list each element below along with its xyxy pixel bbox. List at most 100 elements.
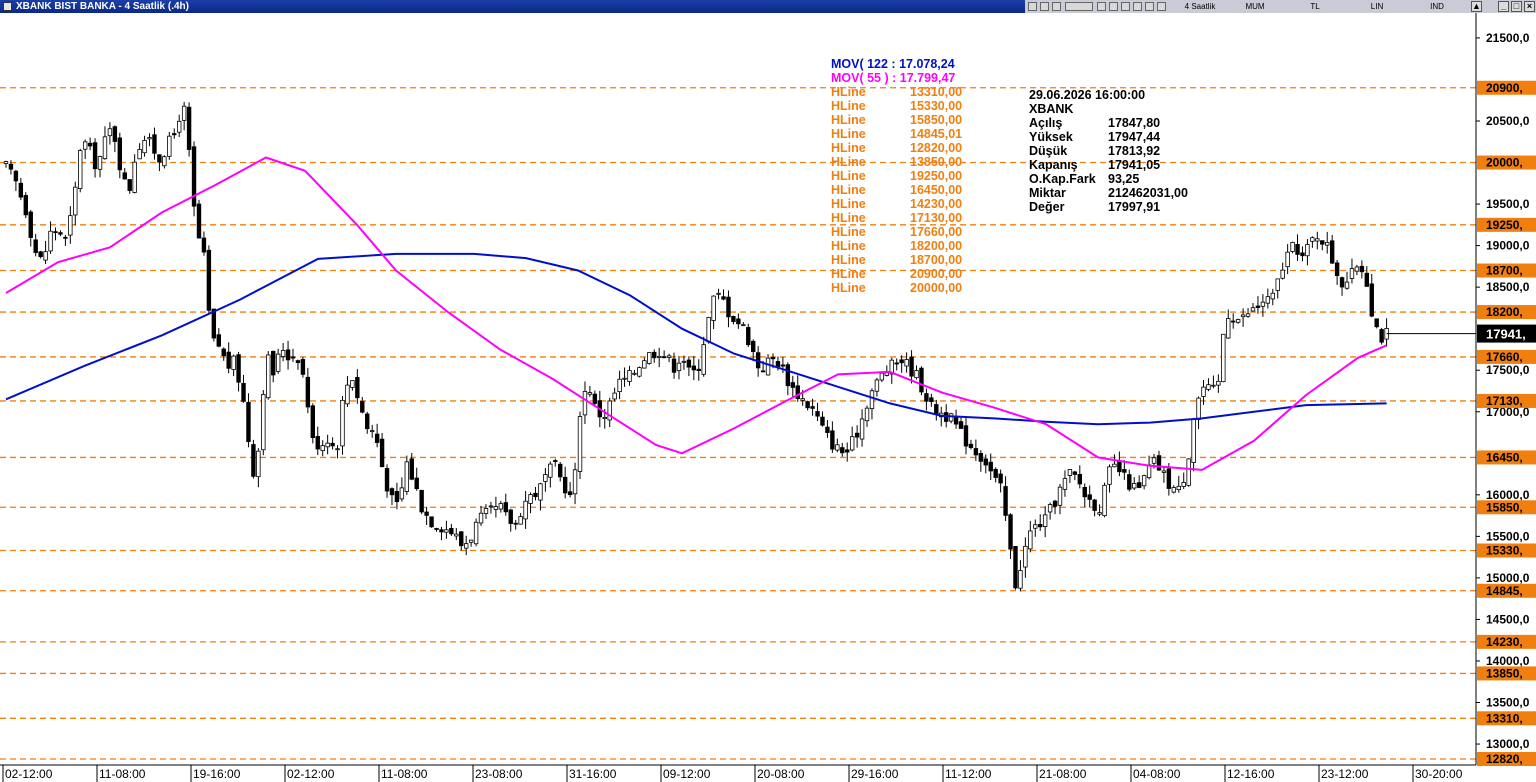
candle [102,126,108,160]
candle-body [1047,504,1053,513]
hline-price-tag [1477,349,1536,364]
candle-body [1206,384,1211,390]
y-tick-label: 19500,0 [1486,197,1530,211]
candle-body [82,141,88,150]
candle [835,438,840,453]
candle-body [1374,318,1379,328]
candle-body [1265,296,1271,304]
currency-selector[interactable]: TL [1310,2,1320,11]
chart-style-selector[interactable]: MUM [1245,2,1265,11]
candle-body [904,359,909,367]
grid-icon[interactable] [1052,2,1061,11]
candle-body [953,416,959,425]
legend-hline-value: 15850,00 [910,113,962,127]
info-label: Miktar [1029,186,1066,200]
maximize-icon[interactable]: □ [1511,1,1522,12]
candle [53,227,58,241]
candle-body [1087,494,1092,500]
candle [399,477,405,502]
candle [216,328,221,348]
candle [785,362,791,396]
pin-icon[interactable]: ▲ [1471,1,1482,12]
candle-body [449,527,454,535]
candle-body [652,351,657,359]
candle [1226,309,1231,339]
candle-body [963,425,969,447]
candle [854,425,860,448]
candle [1077,465,1082,489]
hline-price-tag [1477,543,1536,558]
draw-icon[interactable] [1040,2,1049,11]
candle [167,131,172,160]
candle-body [632,372,637,375]
candle [369,424,375,438]
candle [726,290,731,328]
period-selector[interactable]: 4 Saatlik [1184,2,1216,11]
text-tool-icon[interactable] [1121,2,1130,11]
candle [1176,475,1181,493]
candle [3,160,9,168]
indicator-selector[interactable]: IND [1430,2,1444,11]
candle-body [1295,244,1300,255]
legend-hline-value: 19250,00 [910,169,962,183]
candle [1141,474,1147,490]
candle [48,221,53,254]
candle-body [142,139,147,154]
candle [488,501,494,514]
candle [132,154,137,194]
candle [1028,520,1033,553]
candle-body [879,372,885,381]
candle-body [627,370,632,382]
candle-body [1235,319,1241,323]
minimize-icon[interactable]: _ [1498,1,1509,12]
x-tick-label: 31-16:00 [569,767,617,781]
candle [1250,303,1256,312]
candle-body [97,156,103,170]
candle [429,516,434,528]
candle-body [186,106,192,150]
fibo-tool-icon[interactable] [1109,2,1118,11]
candle-body [340,399,345,447]
settings-icon[interactable] [1028,2,1037,11]
candle-body [419,489,424,513]
close-icon[interactable]: × [1524,1,1535,12]
candle [919,366,924,396]
line-tool-icon[interactable] [1097,2,1106,11]
candle-body [434,528,439,530]
print-icon[interactable] [1145,2,1154,11]
legend-hline-label: HLine [831,281,866,295]
candle-body [58,232,63,235]
candle-body [1329,240,1335,264]
candle-body [1280,269,1285,279]
candle-body [107,128,113,137]
candle [998,469,1003,493]
x-tick-label: 29-16:00 [851,767,899,781]
symbol-icon[interactable] [1065,2,1093,11]
candle [983,454,988,474]
zoom-icon[interactable] [1133,2,1142,11]
price-chart[interactable]: 21500,0 20500,0 19500,0 19000,0 18500,0 17500… [0,13,1536,782]
candle-body [1057,486,1063,506]
menu-icon[interactable] [1157,2,1166,11]
candle [211,308,217,342]
candle-body [1211,384,1216,387]
candle-body [805,401,810,409]
candle [1300,246,1305,262]
candle [1339,276,1345,296]
scale-selector[interactable]: LIN [1370,2,1384,11]
candle [87,137,93,151]
candle-body [948,413,954,422]
candle [795,375,800,402]
candle [572,462,578,505]
hline-price-tag [1477,393,1536,408]
moving-averages [5,156,1476,471]
candle-body [459,531,464,547]
candle-body [1216,380,1221,386]
candle [157,154,162,172]
candle-body [1122,469,1127,473]
candle-body [389,488,395,496]
candle-body [454,533,459,537]
candle [463,535,469,556]
legend-hline-label: HLine [831,85,866,99]
candle [1334,260,1340,285]
